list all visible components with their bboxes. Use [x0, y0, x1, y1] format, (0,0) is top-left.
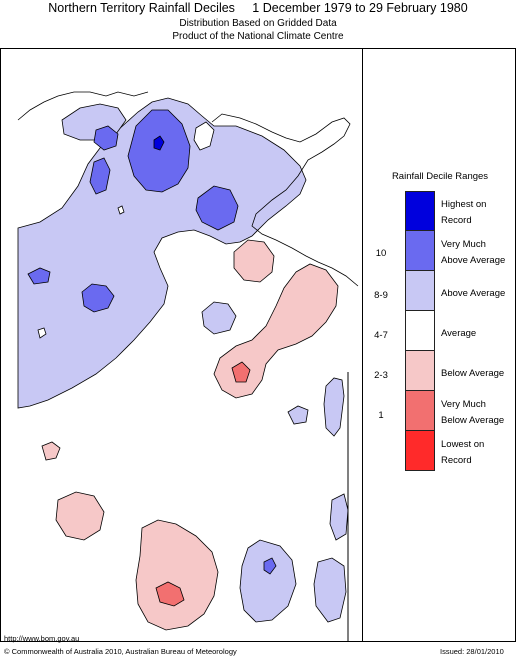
- legend-swatch-above: [405, 271, 435, 311]
- map-subtitle-method: Distribution Based on Gridded Data: [179, 18, 337, 29]
- legend-label-very-much-below: Very Much Below Average: [441, 397, 516, 429]
- legend-label-below: Below Average: [441, 368, 505, 379]
- region-above-average-east-1: [201, 301, 237, 335]
- region-above-average-south-1: [239, 539, 297, 623]
- region-above-average-east-4: [329, 493, 349, 541]
- legend-decile-2-3: 2-3: [374, 370, 388, 381]
- region-average-hole-1: [193, 121, 215, 151]
- legend-label-line: Above Average: [441, 255, 506, 266]
- legend-divider: [362, 48, 363, 642]
- region-very-much-above-3: [89, 157, 111, 195]
- legend-swatch-lowest: [405, 431, 435, 471]
- legend-label-very-much-above: Very Much Above Average: [441, 237, 516, 269]
- legend-decile-4-7: 4-7: [374, 330, 388, 341]
- region-below-average-4: [55, 491, 105, 541]
- legend-label-line: Record: [441, 215, 472, 226]
- region-above-average-east-2: [287, 405, 309, 425]
- region-below-average-2: [213, 263, 339, 399]
- coastline-north: [17, 91, 149, 121]
- footer-issued-date: Issued: 28/01/2010: [440, 647, 504, 656]
- region-highest-on-record: [153, 135, 165, 151]
- legend-decile-1: 1: [378, 410, 384, 421]
- region-above-average-north: [17, 97, 307, 409]
- region-above-average-east-3: [323, 377, 345, 437]
- legend-label-highest: Highest on Record: [441, 197, 516, 229]
- region-very-much-above-2: [93, 125, 119, 151]
- region-very-much-above-5: [81, 283, 115, 313]
- region-very-much-above-4: [195, 185, 239, 231]
- legend-swatch-average: [405, 311, 435, 351]
- region-below-average-5: [135, 519, 219, 631]
- legend-label-line: Very Much: [441, 399, 486, 410]
- region-very-much-above-6: [27, 267, 51, 285]
- region-very-much-above-south: [263, 557, 277, 575]
- legend-label-line: Record: [441, 455, 472, 466]
- region-very-much-below-2: [155, 581, 185, 607]
- legend-label-lowest: Lowest on Record: [441, 437, 516, 469]
- legend-label-above: Above Average: [441, 288, 506, 299]
- legend-swatch-below: [405, 351, 435, 391]
- region-average-hole-3: [37, 327, 47, 339]
- legend-label-line: Highest on: [441, 199, 487, 210]
- legend-decile-8-9: 8-9: [374, 290, 388, 301]
- footer-copyright: © Commonwealth of Australia 2010, Austra…: [4, 647, 237, 656]
- legend-label-average: Average: [441, 328, 477, 339]
- region-average-hole-2: [117, 205, 125, 215]
- legend-swatch-very-much-below: [405, 391, 435, 431]
- region-below-average-3: [41, 441, 61, 461]
- footer-url-link[interactable]: http://www.bom.gov.au: [4, 634, 80, 643]
- region-very-much-below-1: [231, 361, 251, 383]
- legend-label-line: Very Much: [441, 239, 486, 250]
- map-subtitle-product: Product of the National Climate Centre: [172, 31, 344, 42]
- legend-label-line: Below Average: [441, 415, 505, 426]
- legend-decile-10: 10: [375, 248, 387, 259]
- legend-label-line: Lowest on: [441, 439, 485, 450]
- region-above-average-south-2: [313, 557, 347, 623]
- map-title: Northern Territory Rainfall Deciles 1 De…: [48, 1, 468, 15]
- region-very-much-above-1: [127, 109, 191, 193]
- coastline-east: [211, 113, 359, 287]
- legend-title: Rainfall Decile Ranges: [391, 171, 489, 182]
- region-below-average-1: [233, 239, 275, 283]
- legend-swatch-very-much-above: [405, 231, 435, 271]
- legend-swatch-highest: [405, 191, 435, 231]
